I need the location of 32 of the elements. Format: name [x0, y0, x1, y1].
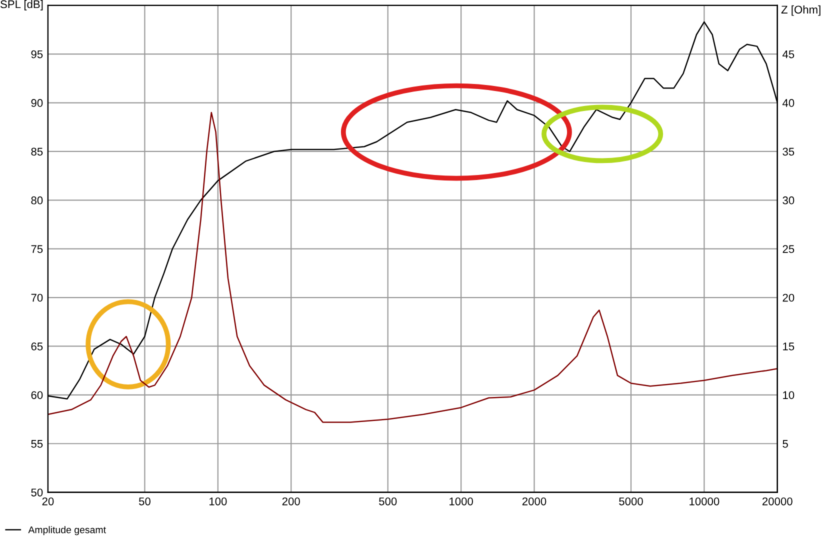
y2-tick-label: 30: [782, 196, 794, 204]
y2-axis-title: Z [Ohm]: [781, 5, 820, 16]
x-tick-label: 1000: [450, 497, 473, 506]
y-tick-label: 65: [31, 342, 43, 350]
y2-tick-label: 40: [782, 99, 794, 107]
x-tick-label: 2000: [522, 497, 546, 506]
y2-tick-label: 15: [783, 342, 794, 350]
x-tick-label: 10000: [690, 497, 720, 506]
x-tick-label: 20: [42, 497, 54, 506]
x-tick-label: 500: [379, 497, 397, 506]
y-tick-label: 60: [31, 391, 43, 400]
x-tick-label: 20000: [762, 497, 792, 506]
y-tick-label: 90: [31, 99, 43, 107]
y2-tick-label: 45: [782, 50, 794, 58]
y-axis-title: SPL [dB]: [0, 0, 43, 10]
y-tick-label: 80: [31, 196, 43, 204]
x-tick-label: 200: [282, 497, 300, 506]
y2-tick-label: 10: [783, 391, 794, 400]
x-tick-label: 5000: [619, 497, 643, 506]
y-tick-label: 75: [31, 245, 43, 253]
y-tick-label: 70: [31, 294, 43, 302]
y-tick-label: 55: [31, 440, 43, 448]
y-tick-label: 50: [31, 488, 43, 496]
y2-tick-label: 5: [782, 440, 788, 448]
x-tick-label: 50: [138, 497, 150, 506]
y2-tick-label: 20: [782, 294, 794, 302]
x-tick-label: 100: [209, 497, 227, 506]
y-tick-label: 85: [31, 148, 43, 156]
y2-tick-label: 35: [782, 148, 794, 156]
legend-label: Amplitude gesamt: [28, 526, 106, 536]
y2-tick-label: 25: [782, 245, 794, 253]
y-tick-label: 95: [31, 50, 43, 58]
